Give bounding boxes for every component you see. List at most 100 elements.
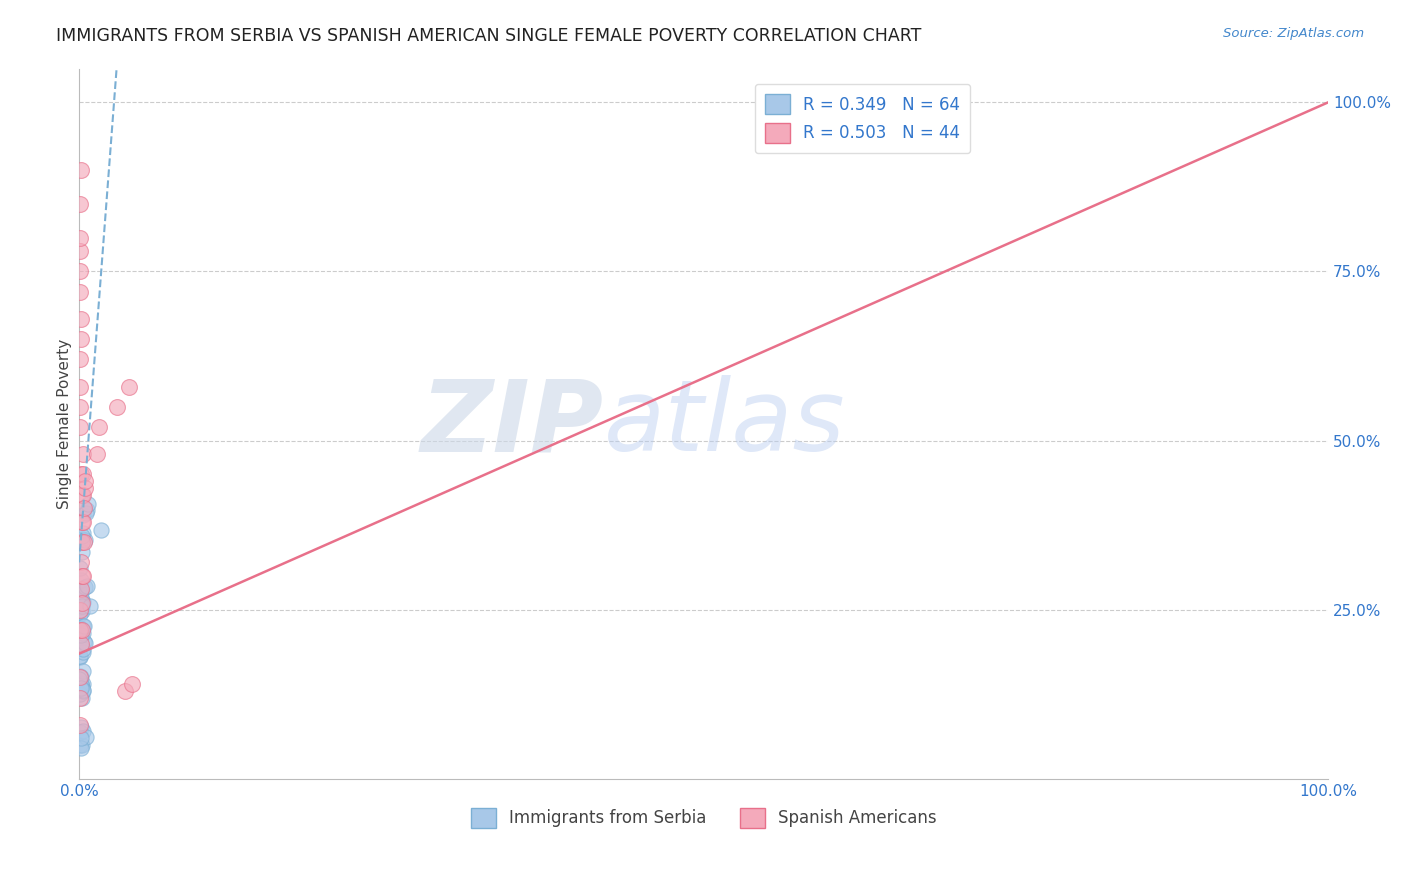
Point (69, 311, 91, 326)
Point (73, 535, 96, 549)
Point (70, 741, 93, 756)
Point (69, 584, 91, 599)
Point (69, 244, 91, 259)
Point (69, 682, 91, 697)
Point (70, 628, 93, 642)
Point (72, 618, 94, 632)
Point (69, 623, 91, 637)
Point (86, 447, 108, 461)
Point (72, 594, 94, 608)
Point (69, 352, 91, 367)
Legend: Immigrants from Serbia, Spanish Americans: Immigrants from Serbia, Spanish American… (464, 801, 943, 835)
Point (69, 582, 91, 597)
Point (118, 379, 141, 393)
Point (67, 672, 90, 686)
Point (69, 197, 91, 211)
Point (70, 556, 93, 570)
Point (72, 642, 94, 657)
Point (87, 420, 110, 434)
Point (72, 665, 94, 679)
Point (70, 467, 93, 482)
Point (77, 497, 100, 511)
Point (70, 535, 93, 549)
Point (70, 681, 93, 695)
Point (70, 596, 93, 610)
Text: IMMIGRANTS FROM SERBIA VS SPANISH AMERICAN SINGLE FEMALE POVERTY CORRELATION CHA: IMMIGRANTS FROM SERBIA VS SPANISH AMERIC… (56, 27, 921, 45)
Point (72, 508, 94, 523)
Point (72, 525, 94, 540)
Point (70, 488, 93, 502)
Point (69, 718, 91, 732)
Point (105, 400, 128, 414)
Point (69, 634, 91, 648)
Point (70, 677, 93, 691)
Point (70, 596, 93, 610)
Point (76, 503, 98, 517)
Point (69, 600, 91, 615)
Point (69, 670, 91, 684)
Point (69, 648, 91, 663)
Point (70, 332, 93, 346)
Point (69, 603, 91, 617)
Point (72, 515, 94, 529)
Point (72, 595, 94, 609)
Point (70, 680, 93, 694)
Point (70, 569, 93, 583)
Point (114, 684, 136, 698)
Point (69, 561, 91, 575)
Point (69, 400, 91, 414)
Point (70, 637, 93, 651)
Point (69, 264, 91, 278)
Point (69, 596, 91, 610)
Point (69, 607, 91, 621)
Point (73, 580, 96, 594)
Point (121, 677, 143, 691)
Point (70, 515, 93, 529)
Point (69, 681, 91, 695)
Point (70, 738, 93, 752)
Point (70, 163, 93, 178)
Point (75, 506, 97, 520)
Text: ZIP: ZIP (420, 376, 603, 472)
Point (69, 285, 91, 299)
Point (69, 669, 91, 683)
Point (72, 677, 94, 691)
Point (70, 574, 93, 588)
Point (75, 474, 97, 488)
Point (73, 634, 96, 648)
Point (69, 687, 91, 701)
Point (72, 569, 94, 583)
Point (75, 533, 97, 547)
Point (69, 690, 91, 705)
Text: Source: ZipAtlas.com: Source: ZipAtlas.com (1223, 27, 1364, 40)
Point (69, 738, 91, 752)
Point (69, 725, 91, 739)
Point (75, 636, 97, 650)
Point (72, 683, 94, 698)
Point (70, 720, 93, 734)
Point (69, 420, 91, 434)
Point (69, 379, 91, 393)
Y-axis label: Single Female Poverty: Single Female Poverty (58, 339, 72, 508)
Point (73, 481, 96, 495)
Point (69, 621, 91, 635)
Point (72, 488, 94, 502)
Point (72, 467, 94, 482)
Point (76, 579, 98, 593)
Point (72, 626, 94, 640)
Text: atlas: atlas (603, 376, 845, 472)
Point (73, 618, 96, 632)
Point (70, 590, 93, 604)
Point (72, 645, 94, 659)
Point (69, 650, 91, 665)
Point (69, 675, 91, 690)
Point (70, 529, 93, 543)
Point (70, 604, 93, 618)
Point (70, 597, 93, 611)
Point (69, 670, 91, 684)
Point (90, 523, 112, 537)
Point (70, 731, 93, 746)
Point (72, 447, 94, 461)
Point (70, 623, 93, 637)
Point (69, 230, 91, 244)
